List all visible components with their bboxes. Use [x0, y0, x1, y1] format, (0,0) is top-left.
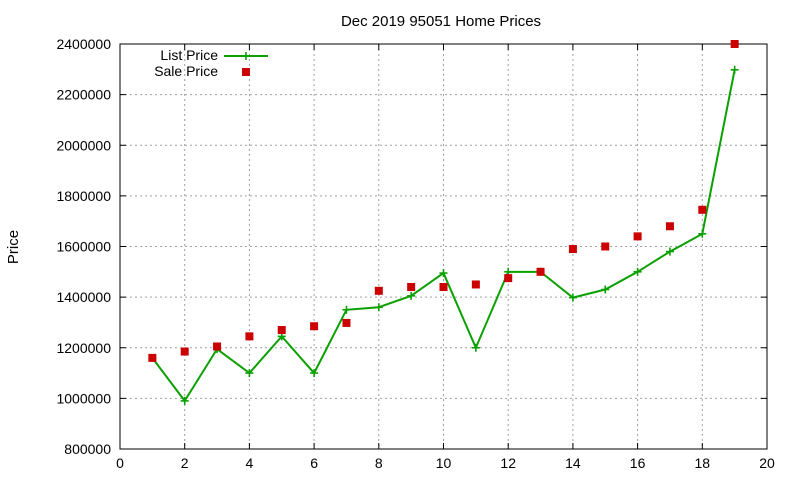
y-tick-label: 2400000 [56, 36, 111, 52]
list-price-point [180, 396, 189, 405]
sale-price-point [407, 283, 416, 291]
y-tick-label: 800000 [64, 441, 111, 457]
list-price-point [374, 303, 383, 312]
list-price-point [698, 229, 707, 238]
legend-label-sale-price: Sale Price [154, 63, 218, 79]
list-price-point [245, 369, 254, 378]
chart-title: Dec 2019 95051 Home Prices [341, 13, 541, 30]
sale-price-point [665, 222, 674, 231]
sale-price-point [568, 245, 577, 254]
sale-price-point [504, 274, 513, 283]
x-tick-label: 10 [436, 455, 452, 471]
x-tick-label: 18 [695, 455, 711, 471]
sale-price-point [213, 342, 222, 351]
legend-symbol-list-price [224, 52, 268, 60]
x-tick-label: 8 [375, 455, 383, 471]
legend: List Price Sale Price [154, 47, 268, 79]
x-tick-label: 0 [116, 455, 124, 471]
sale-price-point [148, 353, 157, 362]
list-price-point [310, 369, 319, 378]
y-tick-label: 1600000 [56, 239, 111, 255]
x-tick-label: 16 [630, 455, 646, 471]
sale-price-point [601, 242, 610, 251]
y-tick-label: 1200000 [56, 340, 111, 356]
list-price-point [633, 267, 642, 276]
x-tick-label: 12 [500, 455, 516, 471]
axis-ticks: 0 2 4 6 8 10 12 14 16 18 20 800000 1000000 1200000 140… [56, 36, 775, 471]
sale-price-point [277, 326, 286, 335]
x-tick-label: 20 [759, 455, 775, 471]
list-price-point [439, 269, 448, 278]
y-tick-label: 1000000 [56, 390, 111, 406]
x-tick-label: 14 [565, 455, 581, 471]
sale-price-point [374, 286, 383, 295]
list-price-point [730, 65, 739, 74]
sale-price-point [245, 332, 254, 341]
sale-price-point [730, 40, 739, 48]
list-price-point [601, 285, 610, 294]
list-price-point [471, 343, 480, 352]
sale-price-point [342, 318, 351, 327]
sale-price-point [471, 280, 480, 289]
legend-square [242, 68, 250, 76]
list-price-point [407, 291, 416, 300]
legend-cross [242, 52, 250, 60]
x-tick-label: 4 [246, 455, 254, 471]
sale-price-point [310, 322, 319, 331]
grid [120, 44, 767, 449]
sale-price-point [439, 283, 448, 291]
sale-price-point [698, 205, 707, 214]
list-price-point [568, 293, 577, 302]
sale-price-point [536, 267, 545, 276]
sale-price-point [633, 232, 642, 241]
y-tick-label: 2200000 [56, 87, 111, 103]
y-tick-label: 1400000 [56, 289, 111, 305]
sale-price-point [180, 347, 189, 356]
y-axis-label: Price [5, 230, 22, 264]
list-price-point [342, 305, 351, 314]
y-tick-label: 1800000 [56, 188, 111, 204]
list-price-point [665, 247, 674, 256]
series [148, 40, 739, 405]
legend-label-list-price: List Price [160, 47, 218, 63]
x-tick-label: 6 [310, 455, 318, 471]
y-tick-label: 2000000 [56, 137, 111, 153]
x-tick-label: 2 [181, 455, 189, 471]
legend-symbol-sale-price [242, 68, 250, 76]
